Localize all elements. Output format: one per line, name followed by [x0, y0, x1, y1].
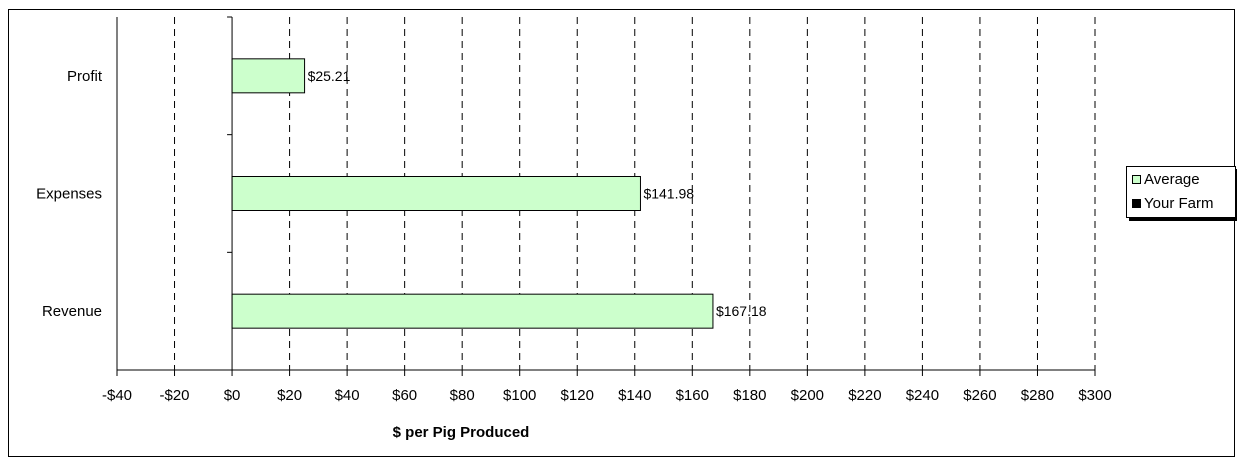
bar-average	[231, 58, 306, 94]
x-tick-label: $180	[733, 387, 766, 404]
x-tick-label: -$20	[160, 387, 190, 404]
x-tick-label: $140	[618, 387, 651, 404]
x-tick-label: $200	[791, 387, 824, 404]
legend-item-your-farm: Your Farm	[1127, 192, 1235, 215]
bar-average	[231, 293, 714, 329]
bar-average	[231, 176, 641, 211]
labels: -$40 -$20 $0 $20 $40 $60 $80 $100 $120 $140 $160 $1…	[36, 68, 1112, 404]
bars	[231, 58, 714, 329]
legend-label-your-farm: Your Farm	[1144, 195, 1214, 212]
x-axis-title: $ per Pig Produced	[393, 424, 530, 441]
legend: Average Your Farm	[1126, 166, 1236, 218]
legend-swatch-average	[1132, 175, 1141, 184]
x-tick-label: $20	[277, 387, 302, 404]
x-tick-label: $220	[848, 387, 881, 404]
x-tick-label: $260	[963, 387, 996, 404]
x-tick-label: -$40	[102, 387, 132, 404]
category-label: Profit	[67, 68, 103, 85]
x-tick-label: $40	[335, 387, 360, 404]
x-tick-label: $160	[676, 387, 709, 404]
axes	[116, 16, 1096, 376]
x-tick-label: $80	[450, 387, 475, 404]
category-label: Revenue	[42, 303, 102, 320]
x-tick-label: $0	[224, 387, 241, 404]
data-label: $141.98	[643, 186, 694, 202]
x-tick-label: $280	[1021, 387, 1054, 404]
x-tick-label: $100	[503, 387, 536, 404]
category-label: Expenses	[36, 186, 102, 203]
legend-item-average: Average	[1127, 168, 1235, 191]
chart-frame	[8, 9, 1235, 457]
x-tick-label: $60	[392, 387, 417, 404]
legend-swatch-your-farm	[1132, 199, 1141, 208]
x-tick-label: $240	[906, 387, 939, 404]
x-tick-label: $300	[1078, 387, 1111, 404]
x-tick-label: $120	[561, 387, 594, 404]
data-label: $25.21	[308, 68, 351, 84]
legend-label-average: Average	[1144, 171, 1200, 188]
data-label: $167.18	[716, 303, 767, 319]
